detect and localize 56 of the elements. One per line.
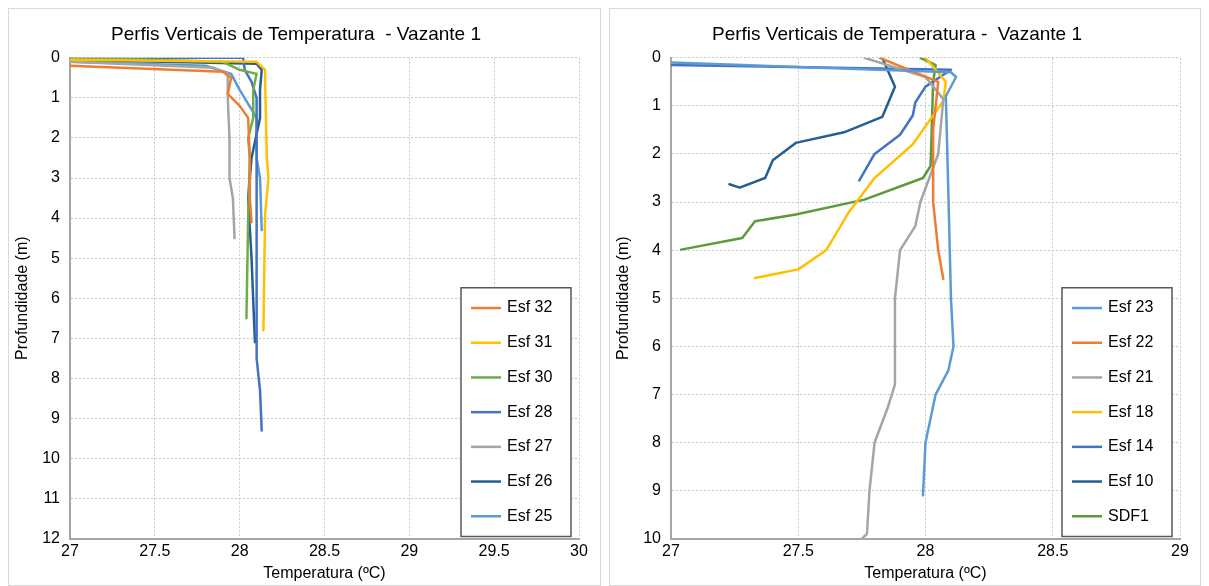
chart-title: Perfis Verticais de Temperatura - Vazante 1 [711, 22, 1082, 44]
y-tick-label: 1 [51, 88, 61, 106]
y-tick-label: 8 [651, 432, 661, 450]
legend-label: Esf 30 [507, 367, 553, 385]
x-tick-label: 28.5 [308, 541, 341, 559]
y-tick-label: 5 [651, 288, 661, 306]
y-tick-label: 6 [651, 336, 661, 354]
x-tick-label: 27 [661, 541, 680, 559]
y-tick-label: 10 [42, 448, 61, 466]
legend-label: Esf 21 [1107, 367, 1153, 385]
legend-label: Esf 25 [507, 506, 553, 524]
legend-label: Esf 31 [507, 333, 553, 351]
x-tick-label: 28 [230, 541, 249, 559]
y-tick-label: 8 [51, 368, 61, 386]
x-axis-title: Temperatura (ºC) [263, 563, 386, 581]
y-axis-title: Profundidade (m) [613, 236, 631, 361]
y-tick-label: 9 [651, 480, 661, 498]
legend-label: Esf 28 [507, 402, 553, 420]
x-tick-label: 27 [61, 541, 79, 559]
y-tick-label: 9 [51, 408, 61, 426]
y-tick-label: 0 [651, 48, 661, 66]
legend-label: Esf 23 [1107, 298, 1153, 316]
y-tick-label: 4 [651, 240, 661, 258]
y-tick-label: 3 [651, 192, 661, 210]
y-tick-label: 2 [51, 128, 61, 146]
x-tick-label: 27.5 [139, 541, 171, 559]
x-tick-label: 27.5 [782, 541, 814, 559]
x-tick-label: 29.5 [478, 541, 510, 559]
y-tick-label: 5 [51, 248, 61, 266]
y-tick-label: 0 [51, 48, 61, 66]
y-tick-label: 7 [51, 328, 61, 346]
x-tick-label: 29 [1170, 541, 1189, 559]
y-tick-label: 3 [51, 168, 61, 186]
x-tick-label: 29 [400, 541, 419, 559]
y-tick-label: 11 [43, 488, 61, 506]
x-axis-title: Temperatura (ºC) [863, 563, 987, 581]
legend-label: SDF1 [1107, 506, 1149, 524]
x-tick-label: 30 [570, 541, 588, 559]
y-tick-label: 7 [651, 384, 661, 402]
x-tick-label: 28 [916, 541, 934, 559]
legend-label: Esf 14 [1107, 437, 1153, 455]
legend-label: Esf 26 [507, 471, 553, 489]
y-tick-label: 6 [51, 288, 61, 306]
y-tick-label: 10 [642, 529, 661, 547]
y-tick-label: 12 [42, 529, 61, 547]
y-tick-label: 1 [651, 96, 661, 114]
legend-label: Esf 18 [1107, 402, 1153, 420]
x-tick-label: 28.5 [1036, 541, 1068, 559]
y-tick-label: 2 [651, 144, 661, 162]
legend-label: Esf 32 [507, 298, 553, 316]
y-tick-label: 4 [51, 208, 61, 226]
legend-label: Esf 27 [507, 437, 553, 455]
legend-label: Esf 22 [1107, 333, 1153, 351]
y-axis-title: Profundidade (m) [13, 236, 31, 361]
chart-title: Perfis Verticais de Temperatura - Vazante 1 [111, 22, 481, 44]
legend-label: Esf 10 [1107, 471, 1153, 489]
